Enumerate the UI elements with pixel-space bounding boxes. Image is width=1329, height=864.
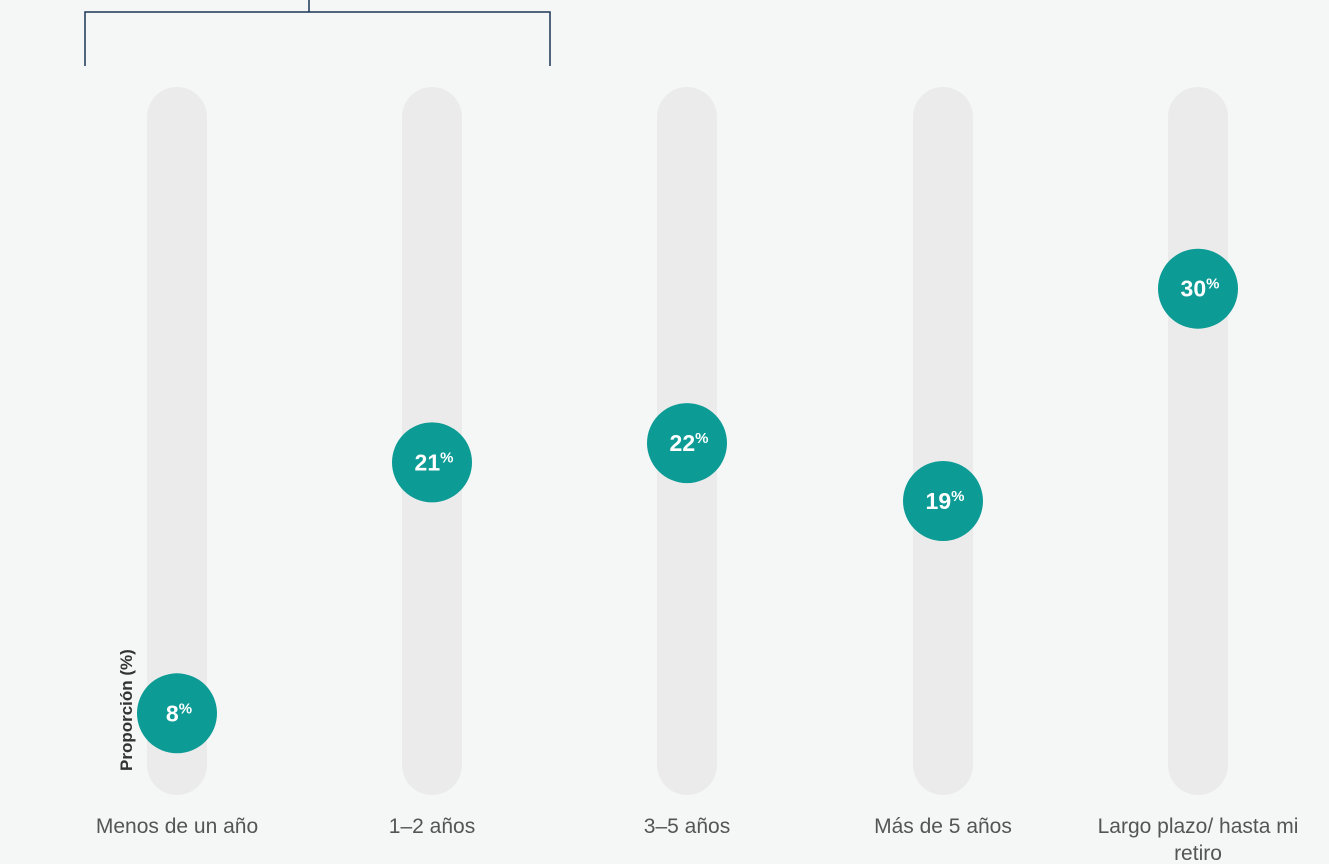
category-label: Más de 5 años (874, 815, 1012, 838)
data-point (647, 403, 727, 484)
category-label: 1–2 años (389, 815, 475, 838)
category-label: Menos de un año (96, 815, 258, 838)
track-bar (913, 87, 973, 795)
data-label: 21% (415, 449, 454, 475)
track-bar (147, 87, 207, 795)
data-label: 19% (926, 488, 965, 514)
category-label: 3–5 años (644, 815, 730, 838)
data-point (903, 461, 983, 541)
group-bracket (84, 0, 551, 66)
data-label: 8% (166, 700, 192, 726)
data-label: 22% (670, 430, 709, 456)
data-label: 30% (1181, 276, 1220, 302)
data-point (392, 422, 472, 503)
y-axis-label: Proporción (%) (117, 649, 136, 771)
category-label: Largo plazo/ hasta mi retiro (1098, 815, 1299, 864)
data-point (137, 673, 217, 754)
data-point (1158, 248, 1238, 329)
track-bar (1168, 87, 1228, 795)
